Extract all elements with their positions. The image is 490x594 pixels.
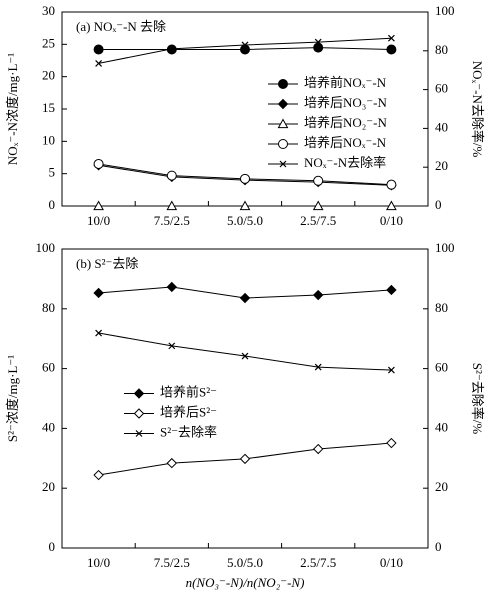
y2-axis-label: S²⁻去除率/% <box>470 363 485 435</box>
y2-tick-label: 60 <box>435 360 448 375</box>
x-tick-label: 10/0 <box>87 555 110 570</box>
y2-tick-label: 40 <box>435 119 448 134</box>
data-point <box>387 34 395 42</box>
y2-tick-label: 0 <box>435 197 442 212</box>
y-tick-label: 30 <box>42 3 55 18</box>
data-point <box>93 158 104 169</box>
y2-tick-label: 20 <box>435 479 448 494</box>
data-point <box>387 366 395 374</box>
data-point <box>240 44 250 55</box>
legend-marker <box>135 430 143 437</box>
legend-marker <box>277 98 289 110</box>
y-tick-label: 0 <box>49 539 56 554</box>
legend-label: 培养后S²⁻ <box>160 404 217 419</box>
annotation: (a) NOₓ⁻-N 去除 <box>76 19 166 34</box>
data-point <box>386 284 397 296</box>
data-point <box>166 170 177 181</box>
legend-marker <box>133 408 145 419</box>
data-point <box>314 363 322 371</box>
y-tick-label: 100 <box>36 240 56 255</box>
x-tick-label: 2.5/7.5 <box>300 213 336 228</box>
y2-axis-label: NOₓ⁻-N去除率/% <box>470 61 485 158</box>
legend-label: NOₓ⁻-N去除率 <box>304 155 386 170</box>
data-point <box>239 200 251 211</box>
x-tick-label: 10/0 <box>87 213 110 228</box>
legend-label: 培养前S²⁻ <box>160 384 217 399</box>
series-line <box>98 332 392 371</box>
legend-label: S²⁻去除率 <box>160 424 217 439</box>
data-point <box>241 352 249 360</box>
y2-tick-label: 60 <box>435 81 448 96</box>
y-tick-label: 0 <box>49 197 56 212</box>
data-point <box>313 42 324 53</box>
x-tick-label: 7.5/2.5 <box>154 555 190 570</box>
data-point <box>93 287 104 299</box>
y-tick-label: 25 <box>42 35 55 50</box>
y-tick-label: 5 <box>49 165 56 180</box>
y2-tick-label: 100 <box>435 240 455 255</box>
legend-marker <box>133 388 145 399</box>
y-tick-label: 10 <box>42 132 55 147</box>
y2-tick-label: 80 <box>435 300 448 315</box>
y2-tick-label: 100 <box>435 3 455 18</box>
data-point <box>312 200 324 211</box>
data-point <box>168 342 176 350</box>
data-point <box>93 44 104 55</box>
y2-tick-label: 40 <box>435 419 448 434</box>
data-point <box>312 443 324 455</box>
data-point <box>240 173 250 184</box>
data-point <box>239 453 251 465</box>
data-point <box>386 437 397 449</box>
data-point <box>166 200 178 211</box>
x-tick-label: 2.5/7.5 <box>300 555 336 570</box>
data-point <box>313 175 324 186</box>
data-point <box>241 41 249 49</box>
x-tick-label: 5.0/5.0 <box>227 555 263 570</box>
data-point <box>95 329 103 337</box>
legend-label: 培养后NO₃⁻-N <box>304 95 387 110</box>
y-tick-label: 20 <box>42 68 55 83</box>
x-tick-label: 0/10 <box>380 213 403 228</box>
data-point <box>166 281 178 293</box>
x-axis-label: n(NO₃⁻-N)/n(NO₂⁻-N) <box>186 575 305 590</box>
x-tick-label: 5.0/5.0 <box>227 213 263 228</box>
x-tick-label: 7.5/2.5 <box>154 213 190 228</box>
data-point <box>386 44 397 55</box>
data-point <box>166 457 178 469</box>
data-point <box>386 179 397 190</box>
y-tick-label: 20 <box>42 479 55 494</box>
legend-marker <box>277 118 289 129</box>
data-point <box>386 200 397 211</box>
y2-tick-label: 20 <box>435 158 448 173</box>
data-point <box>312 289 324 301</box>
legend-label: 培养前NOₓ⁻-N <box>304 75 387 90</box>
y-tick-label: 60 <box>42 360 55 375</box>
legend-marker <box>278 139 288 149</box>
legend-label: 培养后NOₓ⁻-N <box>304 135 387 150</box>
plot-frame <box>61 248 429 549</box>
y-tick-label: 40 <box>42 419 55 434</box>
y-axis-label: NOₓ⁻-N浓度/mg·L⁻¹ <box>5 53 20 165</box>
y2-tick-label: 0 <box>435 539 442 554</box>
y-tick-label: 15 <box>42 100 55 115</box>
y-tick-label: 80 <box>42 300 55 315</box>
legend-marker <box>279 160 287 168</box>
data-point <box>168 45 176 53</box>
data-point <box>314 38 322 46</box>
legend-label: 培养后NO₂⁻-N <box>304 115 387 130</box>
data-point <box>93 469 104 481</box>
x-tick-label: 0/10 <box>380 555 403 570</box>
data-point <box>239 292 251 304</box>
y-axis-label: S²⁻浓度/mg·L⁻¹ <box>5 355 20 442</box>
legend-marker <box>278 79 288 89</box>
y2-tick-label: 80 <box>435 42 448 57</box>
data-point <box>93 200 104 211</box>
data-point <box>95 59 103 67</box>
annotation: (b) S²⁻去除 <box>76 256 138 271</box>
